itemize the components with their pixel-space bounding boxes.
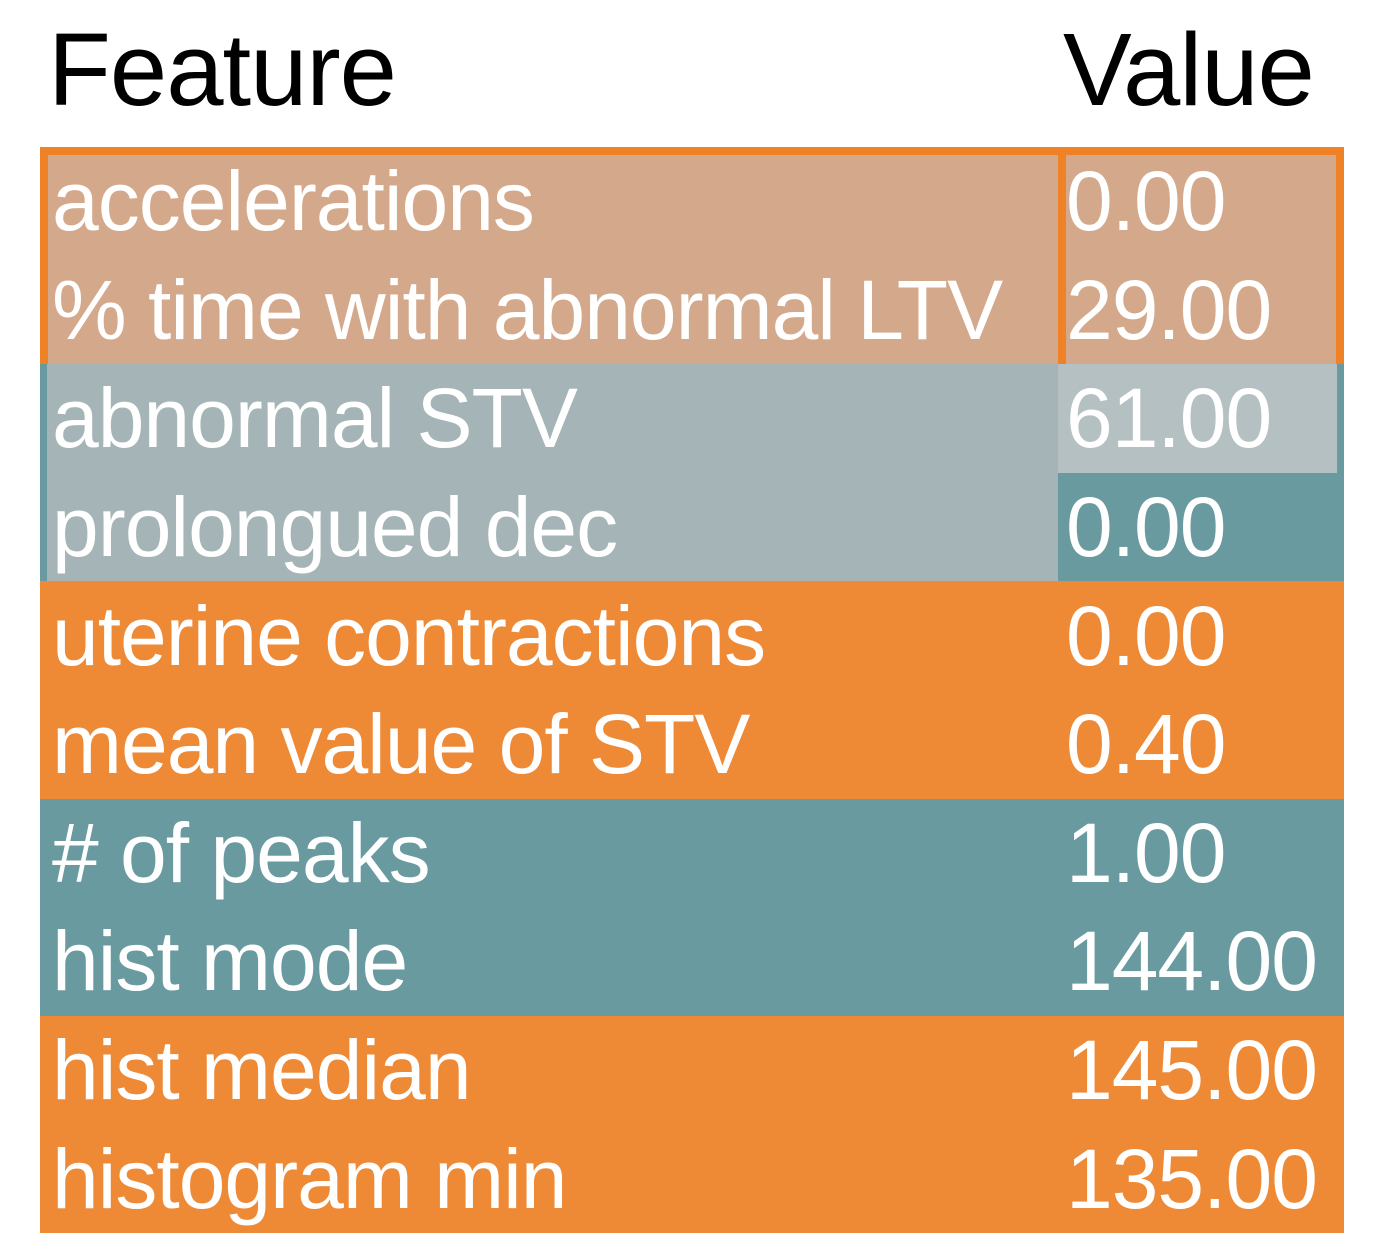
table-row: accelerations 0.00	[40, 147, 1344, 256]
orange-border-top	[40, 147, 1344, 155]
table-row: hist median 145.00	[40, 1016, 1344, 1125]
value-cell-background-dark	[1058, 472, 1344, 582]
value-cell-background-light	[1058, 364, 1337, 473]
row-group-muted-teal: abnormal STV 61.00 prolongued dec 0.00	[40, 364, 1344, 582]
feature-cell: histogram min	[52, 1131, 568, 1226]
feature-cell: abnormal STV	[52, 371, 578, 466]
row-group-orange: uterine contractions 0.00 mean value of …	[40, 581, 1344, 799]
value-cell: 0.00	[1066, 480, 1226, 575]
column-header-value: Value	[1063, 12, 1315, 127]
orange-column-divider	[1058, 147, 1066, 365]
table-row: histogram min 135.00	[40, 1124, 1344, 1233]
value-cell: 0.40	[1066, 697, 1226, 792]
table-row: hist mode 144.00	[40, 907, 1344, 1016]
feature-cell: % time with abnormal LTV	[52, 262, 1003, 357]
feature-cell: prolongued dec	[52, 480, 618, 575]
teal-border-left	[40, 364, 47, 582]
feature-cell: uterine contractions	[52, 588, 766, 683]
value-cell: 0.00	[1066, 154, 1226, 249]
feature-cell: accelerations	[52, 154, 535, 249]
table-row: # of peaks 1.00	[40, 799, 1344, 908]
value-cell: 135.00	[1066, 1131, 1318, 1226]
feature-value-table: accelerations 0.00 % time with abnormal …	[40, 147, 1344, 1233]
feature-cell: mean value of STV	[52, 697, 750, 792]
value-cell: 1.00	[1066, 805, 1226, 900]
table-row: % time with abnormal LTV 29.00	[40, 256, 1344, 365]
value-cell: 29.00	[1066, 262, 1272, 357]
table-row: uterine contractions 0.00	[40, 581, 1344, 690]
value-cell: 61.00	[1066, 371, 1272, 466]
row-group-teal: # of peaks 1.00 hist mode 144.00	[40, 798, 1344, 1016]
feature-cell: hist median	[52, 1023, 472, 1118]
value-cell: 0.00	[1066, 588, 1226, 683]
row-group-orange-outlined: accelerations 0.00 % time with abnormal …	[40, 147, 1344, 365]
column-header-feature: Feature	[48, 12, 397, 127]
table-row: mean value of STV 0.40	[40, 690, 1344, 799]
orange-border-left	[40, 147, 48, 365]
feature-cell: hist mode	[52, 914, 408, 1009]
table-row: prolongued dec 0.00	[40, 473, 1344, 582]
value-cell: 145.00	[1066, 1023, 1318, 1118]
row-group-orange-bottom: hist median 145.00 histogram min 135.00	[40, 1015, 1344, 1233]
feature-cell: # of peaks	[52, 805, 431, 900]
orange-border-right	[1336, 147, 1344, 365]
value-cell: 144.00	[1066, 914, 1318, 1009]
table-row: abnormal STV 61.00	[40, 364, 1344, 473]
